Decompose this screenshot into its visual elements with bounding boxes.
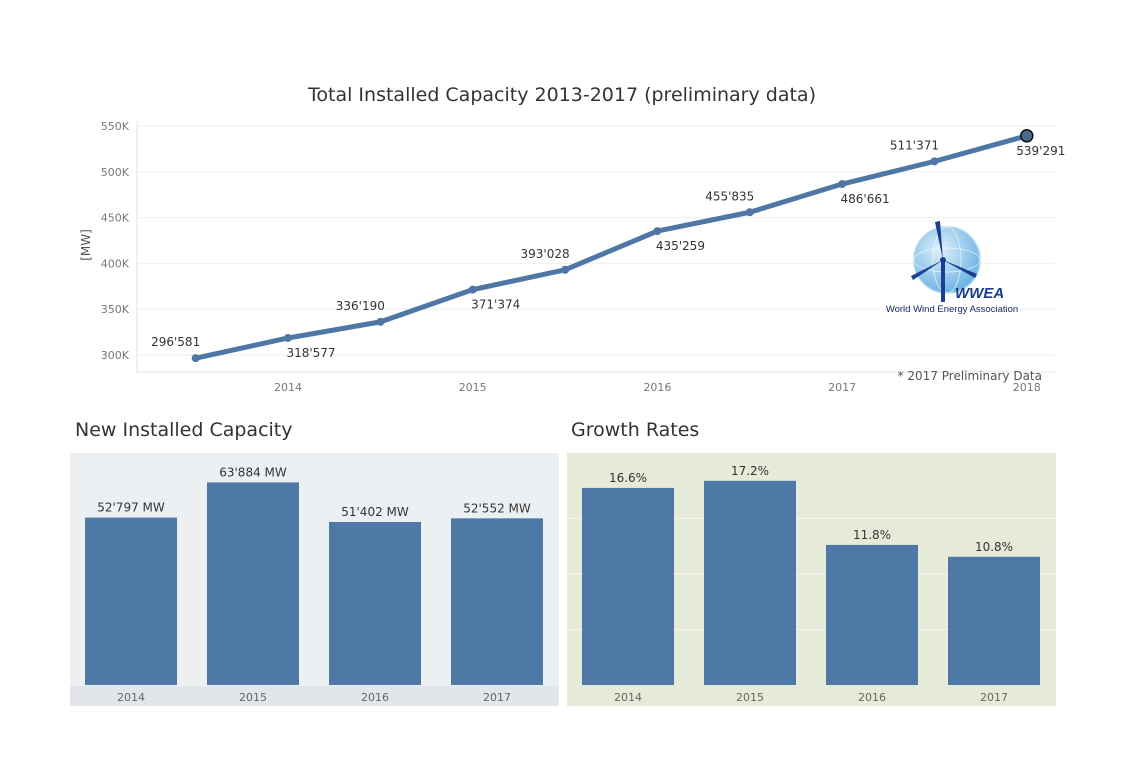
bar-value-label: 16.6%: [609, 471, 647, 485]
bar-value-label: 11.8%: [853, 528, 891, 542]
x-tick-label: 2015: [239, 691, 267, 704]
wwea-abbreviation: WWEA: [955, 285, 1005, 302]
growth-rates-title: Growth Rates: [571, 419, 700, 441]
bar: [451, 518, 543, 685]
x-tick-label: 2016: [361, 691, 389, 704]
x-tick-label: 2014: [117, 691, 145, 704]
y-tick-label: 450K: [101, 212, 130, 225]
bar: [329, 521, 421, 685]
x-tick-label: 2015: [736, 691, 764, 704]
data-label: 486'661: [841, 192, 890, 206]
bar: [704, 480, 796, 685]
bar: [207, 482, 299, 685]
x-tick-label: 2017: [828, 381, 856, 394]
y-axis-title: [MW]: [79, 229, 93, 261]
bar-value-label: 52'552 MW: [463, 501, 531, 515]
data-point: [561, 265, 570, 274]
capacity-series-line: [193, 133, 1030, 361]
data-point: [930, 157, 939, 166]
wwea-logo: [911, 221, 981, 302]
y-tick-label: 350K: [101, 303, 130, 316]
data-label: 296'581: [151, 335, 200, 349]
data-point: [191, 354, 200, 363]
x-tick-label: 2017: [483, 691, 511, 704]
growth-bars: 16.6% 2014 17.2% 2015 11.8% 2016 10.8% 2017: [567, 464, 1056, 704]
data-point: [284, 333, 292, 342]
x-tick-label: 2016: [858, 691, 886, 704]
y-tick-label: 550K: [101, 120, 130, 133]
data-point: [376, 317, 385, 326]
data-label: 511'371: [890, 138, 939, 152]
bar-value-label: 17.2%: [731, 464, 769, 478]
y-tick-label: 500K: [101, 166, 130, 179]
data-label: 318'577: [286, 346, 335, 360]
data-label: 393'028: [520, 247, 569, 261]
data-point: [468, 285, 477, 294]
y-tick-label: 300K: [101, 349, 130, 362]
new-capacity-bars: 52'797 MW 2014 63'884 MW 2015 51'402 MW 2016 5…: [85, 465, 543, 704]
bar: [85, 517, 177, 685]
bar-value-label: 51'402 MW: [341, 505, 409, 519]
data-point: [1020, 129, 1034, 143]
line-chart-title: Total Installed Capacity 2013-2017 (prel…: [308, 84, 816, 106]
x-tick-label: 2014: [614, 691, 642, 704]
preliminary-note: * 2017 Preliminary Data: [897, 369, 1042, 383]
x-tick-label: 2018: [1013, 381, 1041, 394]
new-capacity-axis-band: [70, 686, 559, 706]
line-chart: 300K 350K 400K 450K 500K 550K 2014 2015 2016 2017…: [79, 120, 1065, 394]
data-point: [745, 208, 754, 217]
bar-value-label: 63'884 MW: [219, 465, 287, 479]
x-tick-label: 2017: [980, 691, 1008, 704]
data-label: 539'291: [1016, 144, 1065, 158]
bar: [582, 487, 674, 685]
wwea-full-name: World Wind Energy Association: [885, 304, 1019, 315]
bar-value-label: 52'797 MW: [97, 501, 165, 515]
data-point: [653, 227, 662, 236]
new-capacity-title: New Installed Capacity: [75, 419, 293, 441]
bar: [948, 556, 1040, 685]
data-label: 371'374: [471, 298, 520, 312]
x-tick-label: 2016: [643, 381, 671, 394]
data-label: 336'190: [336, 299, 385, 313]
bar: [826, 544, 918, 685]
data-point: [838, 180, 847, 189]
y-tick-label: 400K: [101, 257, 130, 270]
x-tick-label: 2015: [459, 381, 487, 394]
x-tick-label: 2014: [274, 381, 302, 394]
data-label: 435'259: [656, 239, 705, 253]
bar-value-label: 10.8%: [975, 540, 1013, 554]
data-label: 455'835: [705, 189, 754, 203]
